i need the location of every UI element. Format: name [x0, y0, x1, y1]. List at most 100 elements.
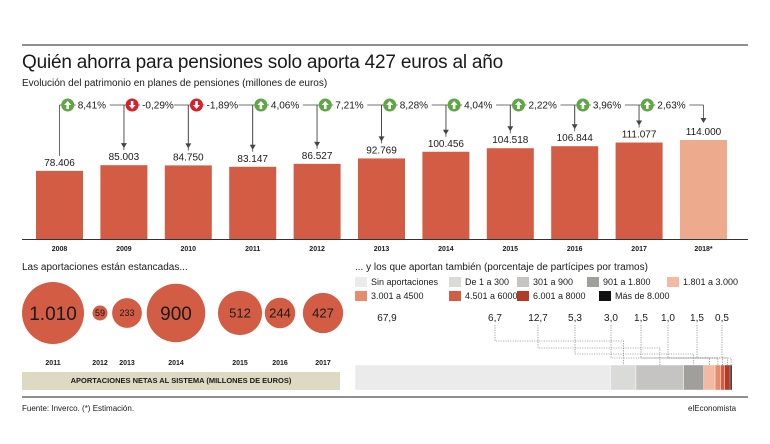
x-tick-label: 2014 — [438, 246, 454, 253]
change-label: 3,96% — [593, 101, 621, 112]
change-indicator: 8,28% — [381, 98, 449, 144]
chart-title: Quién ahorra para pensiones solo aporta … — [22, 52, 504, 73]
change-label-bg — [462, 99, 497, 111]
bar-2012 — [293, 163, 341, 239]
bar-2013 — [358, 158, 405, 239]
change-label-bg — [333, 99, 368, 111]
patrimonio-bar-chart: 78.406 2008 85.003 2009 84.750 2010 83.147 2011… — [22, 98, 748, 253]
stack-segment — [683, 364, 704, 391]
bar-value-label: 78.406 — [44, 158, 75, 169]
bubble-year-label: 2014 — [168, 360, 184, 367]
share-value-label: 1,0 — [661, 313, 675, 324]
arrow-up-icon — [512, 98, 525, 112]
aportaciones-bubble-chart: 1.010 2011 59 2012 233 2013 900 2014 512 2015 244 2… — [22, 282, 344, 367]
change-label-bg — [397, 99, 432, 111]
legend-label: 901 a 1.800 — [603, 277, 651, 287]
bracket-arrow — [700, 118, 707, 123]
legend-swatch — [517, 277, 529, 287]
leader-line — [574, 325, 695, 365]
change-label-bg — [590, 99, 625, 111]
bubble-banner: APORTACIONES NETAS AL SISTEMA (MILLONES … — [22, 372, 340, 390]
bubble-2014 — [146, 283, 206, 343]
bar-value-label: 106.844 — [557, 133, 594, 144]
stack-segment — [714, 364, 721, 391]
bar-value-label: 86.527 — [302, 151, 333, 162]
stack-segment — [703, 364, 716, 391]
source-note: Fuente: Inverco. (*) Estimación. — [22, 404, 135, 413]
bar-2015 — [486, 148, 534, 239]
participes-stacked-bar: 67,9 6,7 12,7 5,3 3,0 1,5 1,0 1,5 0,5 — [354, 313, 733, 391]
leader-line — [721, 325, 732, 365]
bar-value-label: 83.147 — [237, 154, 268, 165]
change-label-bg — [204, 99, 239, 111]
icon-glyph — [386, 101, 394, 109]
change-label: 2,63% — [657, 101, 685, 112]
icon-glyph — [450, 101, 458, 109]
x-tick-label: 2009 — [116, 246, 132, 253]
stack-segment — [354, 364, 611, 391]
change-label: 7,21% — [335, 101, 363, 112]
legend-label: Más de 8.000 — [615, 291, 670, 301]
leader-line — [667, 325, 723, 365]
frame-rules — [22, 44, 748, 398]
bubble-year-label: 2013 — [119, 360, 135, 367]
legend-swatch — [517, 291, 529, 301]
x-tick-label: 2008 — [52, 246, 68, 253]
bubble-heading: Las aportaciones están estancadas... — [22, 262, 188, 273]
change-indicator: 2,63% — [638, 98, 707, 128]
bubble-value-label: 244 — [269, 306, 291, 321]
share-value-label: 6,7 — [488, 313, 502, 324]
bar-2017 — [615, 142, 663, 239]
icon-glyph — [643, 101, 651, 109]
bubble-2011 — [22, 282, 84, 344]
arrow-up-icon — [318, 98, 332, 112]
share-heading: ... y los que aportan también (porcentaj… — [355, 262, 648, 273]
icon-glyph — [193, 101, 200, 109]
bar-value-label: 92.769 — [366, 145, 397, 156]
stack-segment — [724, 364, 731, 391]
bubble-banner-label: APORTACIONES NETAS AL SISTEMA (MILLONES … — [70, 376, 292, 385]
icon-glyph — [64, 101, 72, 109]
change-label-bg — [526, 99, 561, 111]
change-indicator: 2,22% — [509, 98, 578, 134]
bubble-year-label: 2012 — [92, 360, 108, 367]
bubble-value-label: 512 — [229, 306, 251, 321]
change-indicator: 4,06% — [252, 98, 321, 152]
bar-2016 — [551, 146, 599, 239]
bar-2009 — [100, 165, 148, 239]
bubble-2015 — [217, 290, 263, 336]
change-indicator: 3,96% — [574, 98, 643, 132]
change-label: -0,29% — [142, 101, 174, 112]
legend-label: De 1 a 300 — [465, 277, 510, 287]
share-value-label: 3,0 — [604, 313, 618, 324]
change-label-bg — [268, 99, 303, 111]
legend-swatch — [449, 291, 461, 301]
share-value-label: 0,5 — [715, 313, 729, 324]
share-value-label: 1,5 — [634, 313, 648, 324]
change-label: 8,28% — [400, 101, 428, 112]
icon-glyph — [321, 101, 329, 109]
bubble-value-label: 1.010 — [29, 304, 77, 325]
stack-segment — [610, 364, 637, 391]
change-label-bg — [75, 99, 110, 111]
leader-line — [610, 325, 710, 365]
icon-glyph — [579, 101, 587, 109]
bubble-year-label: 2011 — [45, 360, 60, 367]
share-value-label: 67,9 — [377, 313, 397, 324]
leader-line — [640, 325, 719, 365]
bar-value-label: 100.456 — [428, 139, 465, 150]
bubble-value-label: 59 — [95, 308, 105, 318]
bar-2014 — [422, 151, 470, 239]
x-tick-label: 2015 — [503, 246, 519, 253]
bubble-year-label: 2016 — [272, 360, 288, 367]
bar-value-label: 84.750 — [173, 152, 204, 163]
bar-value-label: 114.000 — [686, 127, 722, 138]
icon-glyph — [128, 101, 136, 109]
legend-swatch — [355, 291, 367, 301]
arrow-up-icon — [576, 98, 590, 112]
bubble-2013 — [112, 298, 142, 328]
bubble-value-label: 427 — [312, 306, 334, 321]
icon-glyph — [257, 101, 265, 109]
